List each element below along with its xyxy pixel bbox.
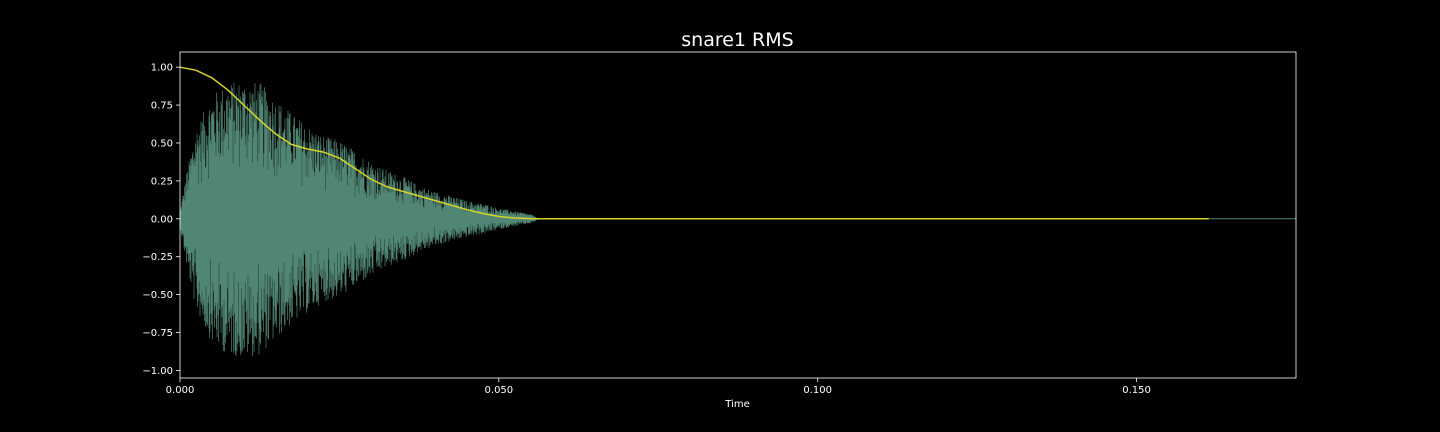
x-tick-label: 0.000 [166,385,195,396]
plot-frame [179,51,1297,379]
y-tick-label: −0.50 [142,290,173,301]
x-axis-label: Time [724,399,749,410]
chart-title: snare1 RMS [681,29,793,51]
x-tick-label: 0.100 [803,385,832,396]
y-axis: 1.00 0.75 0.50 0.25 0.00 −0.25 −0.50 −0.75 −1.00 [142,63,180,377]
y-tick-label: 0.25 [151,176,173,187]
y-tick-label: −1.00 [142,366,173,377]
x-axis: 0.000 0.050 0.100 0.150 [166,378,1151,396]
x-tick-label: 0.050 [485,385,514,396]
x-tick-label: 0.150 [1122,385,1151,396]
y-tick-label: −0.25 [142,252,173,263]
y-tick-label: 0.50 [151,138,173,149]
y-tick-label: 0.00 [151,214,173,225]
rms-line [179,66,1209,220]
plot-area [179,51,1297,379]
y-tick-label: 0.75 [151,101,173,112]
y-tick-label: −0.75 [142,328,173,339]
y-tick-label: 1.00 [151,63,173,74]
